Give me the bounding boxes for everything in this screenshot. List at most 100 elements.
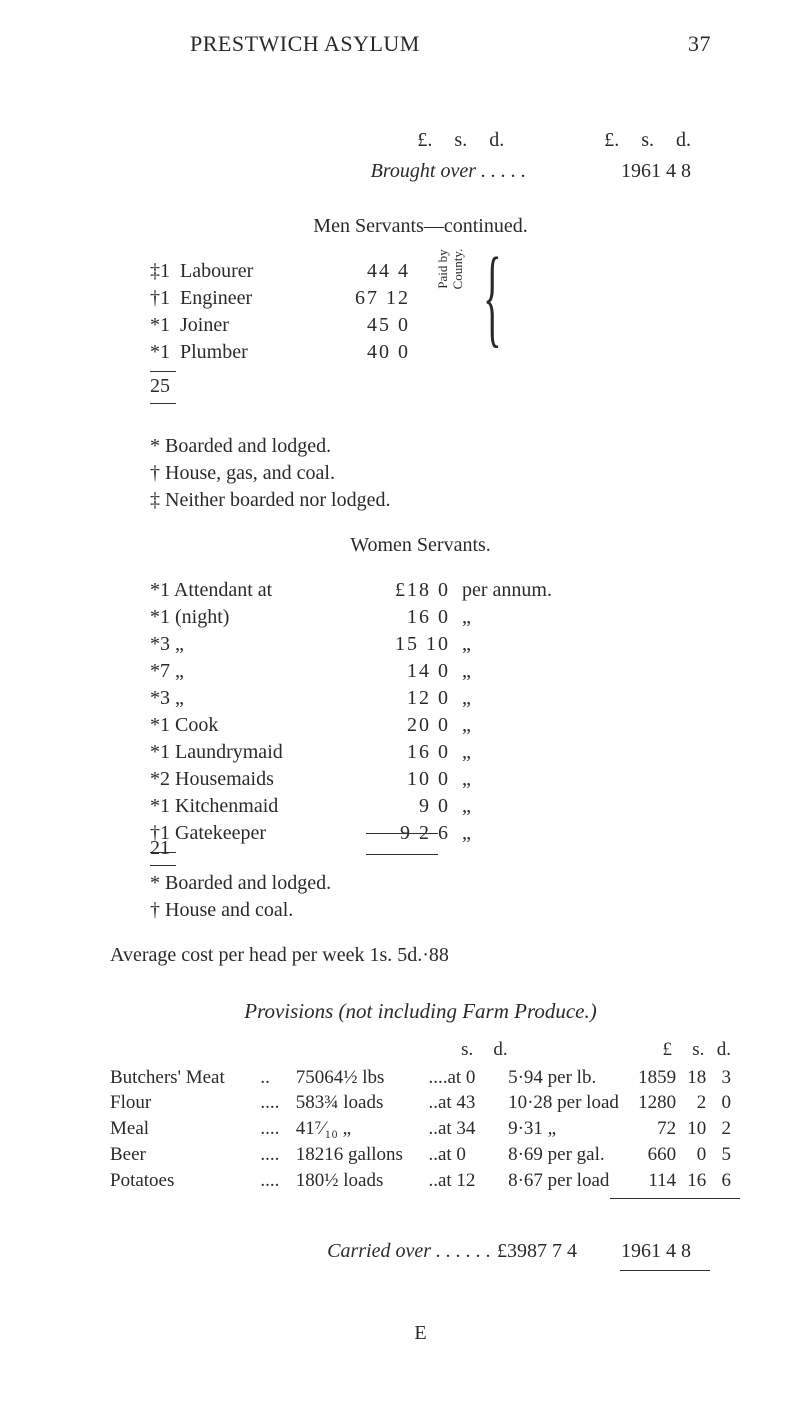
women-row: *7 „14 0„ [150,659,731,684]
w-label: *1 (night) [150,605,360,630]
p-dots: .... [260,1091,295,1115]
p-at: ..at 43 [428,1091,508,1115]
carried-over-label: Carried over . . . . . . [327,1239,491,1264]
p-item: Meal [110,1117,260,1141]
provisions-title: Provisions (not including Farm Produce.) [110,998,731,1024]
w-unit: „ [450,686,582,711]
p-L: 114 [623,1169,676,1193]
brace-icon: { [483,241,501,351]
servant-wage: 44 4 [320,259,410,284]
col-d: d. [489,128,504,153]
men-total: 25 [150,374,731,399]
col-s: s. [454,128,467,153]
women-row: *3 „12 0„ [150,686,731,711]
rule [610,1198,740,1199]
p-rate: 10·28 per load [508,1091,623,1115]
women-servants-title: Women Servants. [110,533,731,558]
women-row: *1 Laundrymaid16 0„ [150,740,731,765]
servant-wage: 67 12 [320,286,410,311]
provisions-table: s. d. £ s. d. Butchers' Meat .. 75064½ l… [110,1038,731,1193]
p-rate: 8·67 per load [508,1169,623,1193]
note-line: † House and coal. [150,898,731,923]
p-s: 18 [676,1066,706,1090]
p-item: Potatoes [110,1169,260,1193]
page-number: 37 [688,30,711,58]
p-at: ..at 0 [428,1143,508,1167]
p-rate: 9·31 „ [508,1117,623,1141]
w-wage: 12 0 [360,686,450,711]
note-line: * Boarded and lodged. [150,434,731,459]
servant-mark: ‡1 [150,259,180,284]
p-at: ..at 12 [428,1169,508,1193]
note-line: * Boarded and lodged. [150,871,731,896]
w-unit: „ [450,821,582,846]
provisions-header: s. d. £ s. d. [110,1038,731,1062]
women-row: *2 Housemaids10 0„ [150,767,731,792]
w-wage: 20 0 [360,713,450,738]
w-wage: 10 0 [360,767,450,792]
w-unit: „ [450,659,582,684]
provisions-row: Beer .... 18216 gallons ..at 0 8·69 per … [110,1143,731,1167]
servant-label: Engineer [180,286,320,311]
women-row: *1 Cook20 0„ [150,713,731,738]
average-line: Average cost per head per week 1s. 5d.·8… [110,943,731,968]
servant-row: *1 Plumber 40 0 [150,340,731,365]
p-d: 3 [706,1066,731,1090]
p-dots: .... [260,1117,295,1141]
money-header: £. s. d. £. s. d. [110,128,731,153]
col-d2: d. [704,1038,731,1062]
p-s: 10 [676,1117,706,1141]
w-label: *1 Attendant at [150,578,360,603]
w-wage: 9 0 [360,794,450,819]
men-servants-title: Men Servants—continued. [110,214,731,239]
w-label: *3 „ [150,686,360,711]
men-notes: * Boarded and lodged. † House, gas, and … [150,434,731,513]
servant-wage: 45 0 [320,313,410,338]
p-d: 0 [706,1091,731,1115]
col-s2: s. [672,1038,704,1062]
money-header-right: £. s. d. [604,128,691,153]
provisions-row: Flour .... 583¾ loads ..at 43 10·28 per … [110,1091,731,1115]
p-s: 0 [676,1143,706,1167]
w-unit: „ [450,713,582,738]
p-qty: 180½ loads [296,1169,429,1193]
p-qty: 41⁷⁄₁₀ „ [296,1117,429,1141]
col-d: d. [481,1038,519,1062]
rule [150,371,176,372]
w-label: *1 Laundrymaid [150,740,360,765]
w-wage: 15 10 [360,632,450,657]
w-unit: „ [450,767,582,792]
w-wage: 16 0 [360,605,450,630]
p-L: 660 [623,1143,676,1167]
p-dots: .. [260,1066,295,1090]
col-s: s. [641,128,654,153]
brought-over-amount: 1961 4 8 [621,159,691,184]
w-label: *7 „ [150,659,360,684]
signature-mark: E [110,1321,731,1346]
col-L: £ [615,1038,672,1062]
p-L: 1859 [623,1066,676,1090]
p-qty: 18216 gallons [296,1143,429,1167]
w-wage: 14 0 [360,659,450,684]
p-L: 72 [623,1117,676,1141]
w-label: †1 Gatekeeper [150,821,360,846]
carried-over-row: Carried over . . . . . . £3987 7 4 1961 … [110,1239,731,1264]
running-title: PRESTWICH ASYLUM [190,30,420,58]
w-label: *1 Kitchenmaid [150,794,360,819]
w-unit: per annum. [450,578,582,603]
brought-over-label: Brought over . . . . . [371,159,526,184]
w-label: *3 „ [150,632,360,657]
p-item: Flour [110,1091,260,1115]
w-unit: „ [450,740,582,765]
provisions-row: Meal .... 41⁷⁄₁₀ „ ..at 34 9·31 „ 72 10 … [110,1117,731,1141]
p-item: Butchers' Meat [110,1066,260,1090]
w-unit: „ [450,605,582,630]
p-dots: .... [260,1169,295,1193]
p-at: ..at 34 [428,1117,508,1141]
women-row: *3 „15 10„ [150,632,731,657]
w-wage: £18 0 [360,578,450,603]
women-row: *1 Kitchenmaid9 0„ [150,794,731,819]
p-s: 16 [676,1169,706,1193]
p-at: ....at 0 [428,1066,508,1090]
paid-by-label: Paid by [436,219,449,319]
